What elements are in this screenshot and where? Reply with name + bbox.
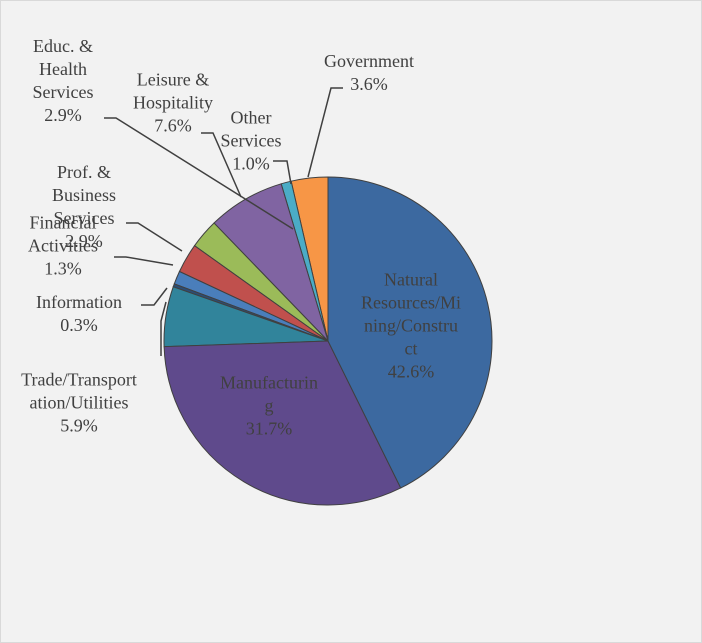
value-label: 5.9% xyxy=(60,415,98,436)
category-label: Information xyxy=(36,292,122,312)
category-label: Manufacturing xyxy=(220,372,318,416)
slice-label: Information 0.3% xyxy=(14,291,144,337)
leader-line xyxy=(126,222,183,252)
value-label: 42.6% xyxy=(387,361,435,382)
category-label: Prof. & Business Services xyxy=(51,162,116,228)
category-label: Trade/Transportation/Utilities xyxy=(21,369,137,413)
value-label: 31.7% xyxy=(245,418,293,439)
leader-line xyxy=(104,117,294,230)
category-label: Leisure & Hospitality xyxy=(133,69,213,113)
leader-line xyxy=(307,87,343,178)
category-label: Natural Resources/Mining/Construct xyxy=(361,269,461,359)
category-label: Other Services xyxy=(220,107,282,151)
value-label: 2.9% xyxy=(65,231,103,251)
slice-label: Financial Activities 1.3% xyxy=(8,212,118,281)
pie-slice xyxy=(163,340,402,506)
category-label: Government xyxy=(324,51,414,71)
leader-lines xyxy=(104,87,343,356)
value-label: 3.6% xyxy=(350,74,388,94)
value-label: 1.0% xyxy=(232,153,270,174)
slice-label: Prof. & Business Services 2.9% xyxy=(39,161,129,253)
leader-line xyxy=(160,301,167,356)
slice-label: Manufacturing 31.7% xyxy=(219,372,319,441)
leader-line xyxy=(201,132,242,198)
slice-label: Natural Resources/Mining/Construct 42.6% xyxy=(361,269,461,384)
value-label: 0.3% xyxy=(60,315,98,335)
slice-label: Leisure & Hospitality 7.6% xyxy=(118,69,228,138)
leader-line xyxy=(114,256,174,266)
category-label: Educ. & Health Services xyxy=(32,36,94,102)
slice-label: Other Services 1.0% xyxy=(211,107,291,176)
slice-label: Trade/Transportation/Utilities 5.9% xyxy=(19,369,139,438)
value-label: 2.9% xyxy=(44,105,82,125)
value-label: 7.6% xyxy=(154,115,192,136)
category-label: Financial Activities xyxy=(28,212,98,256)
pie-slice xyxy=(327,176,493,489)
leader-line xyxy=(273,160,292,185)
slice-label: Government 3.6% xyxy=(304,50,434,96)
value-label: 1.3% xyxy=(44,258,82,279)
leader-line xyxy=(141,287,168,306)
slice-label: Educ. & Health Services 2.9% xyxy=(18,35,108,127)
